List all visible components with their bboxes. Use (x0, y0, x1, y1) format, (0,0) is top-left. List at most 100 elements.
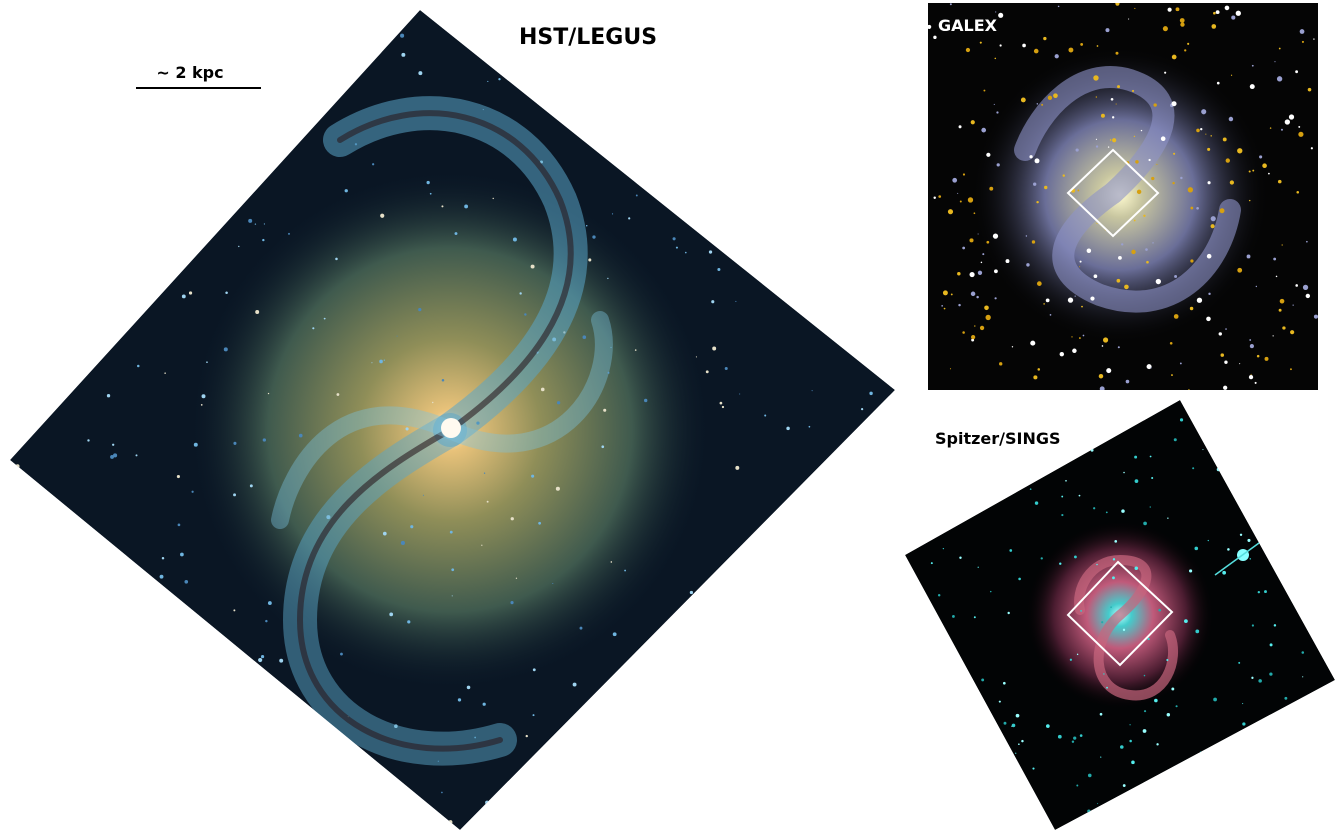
star (588, 258, 592, 262)
star (1196, 297, 1203, 303)
star (786, 426, 790, 431)
star (1196, 206, 1199, 210)
star (168, 224, 171, 228)
star (1229, 180, 1235, 185)
star (1187, 42, 1190, 45)
star (254, 223, 257, 225)
star (532, 714, 535, 717)
star (1223, 385, 1228, 390)
star (1292, 304, 1294, 306)
star (851, 334, 855, 338)
star (1258, 728, 1262, 732)
star (1034, 501, 1039, 505)
star (1250, 373, 1252, 375)
star (482, 702, 486, 706)
star (579, 626, 583, 630)
star (532, 668, 536, 672)
star (1248, 170, 1251, 173)
star (524, 313, 527, 316)
star (344, 189, 348, 193)
star (628, 217, 631, 220)
star (1148, 158, 1151, 162)
star (1156, 743, 1159, 746)
star (149, 269, 152, 272)
star (635, 685, 639, 690)
star (1238, 661, 1241, 664)
star (184, 579, 189, 584)
star (1179, 362, 1182, 365)
star (983, 826, 986, 830)
star (1036, 281, 1042, 286)
star (942, 290, 948, 296)
star (176, 474, 180, 479)
star (981, 678, 985, 682)
star (983, 89, 986, 92)
star (1121, 243, 1124, 246)
star (1323, 566, 1327, 570)
star (93, 735, 96, 738)
star (867, 795, 871, 799)
star (1122, 628, 1126, 631)
star (1318, 630, 1321, 633)
star (711, 166, 715, 170)
star (985, 314, 991, 321)
star (1131, 249, 1136, 255)
star (990, 590, 992, 593)
star (1124, 404, 1127, 408)
star (110, 454, 114, 459)
star (426, 180, 430, 185)
star (1067, 297, 1074, 303)
star (872, 658, 877, 662)
star (1207, 181, 1211, 185)
star (1264, 517, 1267, 519)
star (1171, 687, 1175, 691)
star (705, 370, 709, 374)
star (1099, 712, 1103, 716)
star (979, 325, 985, 331)
star (988, 766, 991, 769)
star (449, 530, 453, 534)
star (1179, 418, 1184, 422)
star (999, 44, 1002, 47)
star (860, 110, 863, 114)
star (634, 686, 638, 691)
star (531, 797, 536, 801)
star (712, 346, 717, 351)
star (1061, 513, 1064, 517)
star (200, 403, 203, 406)
star (690, 34, 692, 36)
star (790, 144, 794, 148)
star (1251, 624, 1255, 627)
star (1151, 176, 1155, 181)
star (1134, 7, 1136, 10)
star (1140, 129, 1143, 132)
star (1254, 381, 1257, 384)
star (1129, 724, 1131, 726)
star (965, 47, 971, 53)
star (919, 788, 923, 792)
star (1174, 274, 1178, 278)
star (1022, 43, 1026, 48)
star (252, 65, 255, 67)
star (1179, 825, 1181, 828)
star (1225, 328, 1227, 330)
star (1032, 791, 1034, 793)
star (1273, 459, 1276, 463)
star (1302, 284, 1309, 291)
star (193, 653, 197, 658)
star (1069, 658, 1073, 661)
star (1045, 298, 1050, 303)
star (267, 601, 272, 605)
star (1164, 71, 1167, 74)
star (481, 544, 483, 546)
star (223, 347, 228, 352)
star (1284, 696, 1288, 700)
star (1207, 539, 1209, 542)
star (1076, 784, 1079, 787)
star (400, 540, 405, 546)
star (1080, 42, 1084, 46)
star (1162, 26, 1168, 32)
star (1266, 423, 1269, 426)
star (1269, 672, 1273, 676)
star (181, 129, 186, 134)
